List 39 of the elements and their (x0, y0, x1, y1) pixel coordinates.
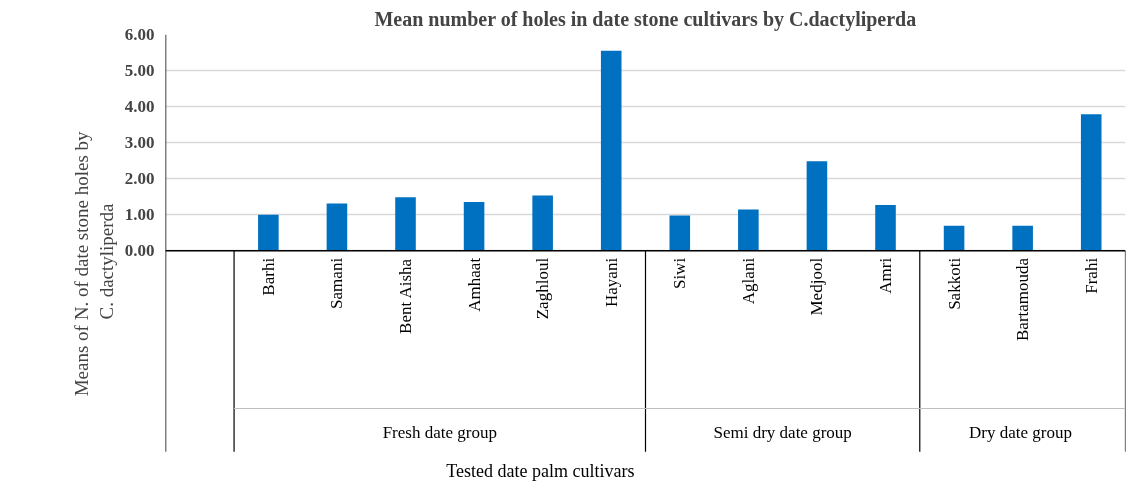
text: Tested date palm cultivars (446, 461, 635, 482)
bar (875, 204, 896, 251)
x-tick-label: Barhi (258, 257, 278, 296)
y-tick-label: 5.00 (124, 61, 155, 81)
bar (463, 202, 485, 251)
y-tick-label: 0.00 (124, 241, 155, 261)
x-tick-label: Sakkoti (944, 257, 964, 310)
bar (532, 195, 553, 251)
bar (600, 50, 622, 251)
bar (326, 203, 348, 251)
y-tick-label: 6.00 (124, 25, 155, 44)
bar (258, 214, 279, 251)
x-tick-label: Medjool (807, 257, 827, 316)
x-tick-label: Bartamouda (1013, 257, 1033, 341)
x-tick-label: Amri (876, 257, 895, 294)
y-tick-label: 1.00 (124, 205, 155, 225)
bar (806, 161, 828, 251)
text: Fresh date group (382, 422, 497, 442)
y-tick-label: 2.00 (124, 169, 155, 189)
chart-title: Mean number of holes in date stone cultivars by C.dactyliperda (374, 7, 917, 31)
y-tick-label: 4.00 (124, 97, 155, 117)
y-axis-title: Means of N. of date stone holes by C. dactyliperda (70, 130, 117, 397)
bar (669, 215, 691, 251)
x-tick-label: Aglani (738, 257, 758, 305)
text: Dry date group (969, 422, 1072, 442)
x-tick-label: Siwi (670, 257, 690, 290)
bar (395, 197, 416, 251)
x-tick-label: Hayani (601, 257, 621, 307)
x-tick-label: Amhaat (464, 257, 484, 312)
x-tick-label: Frahi (1081, 257, 1101, 294)
text: Semi dry date group (713, 422, 852, 442)
bar (1012, 225, 1033, 251)
x-tick-label: Samani (327, 257, 347, 309)
bar (738, 209, 759, 251)
y-tick-label: 3.00 (124, 133, 155, 153)
x-tick-label: Bent Aisha (396, 258, 415, 334)
bar (943, 225, 965, 251)
bar (1080, 114, 1102, 251)
x-tick-label: Zaghloul (533, 257, 553, 320)
